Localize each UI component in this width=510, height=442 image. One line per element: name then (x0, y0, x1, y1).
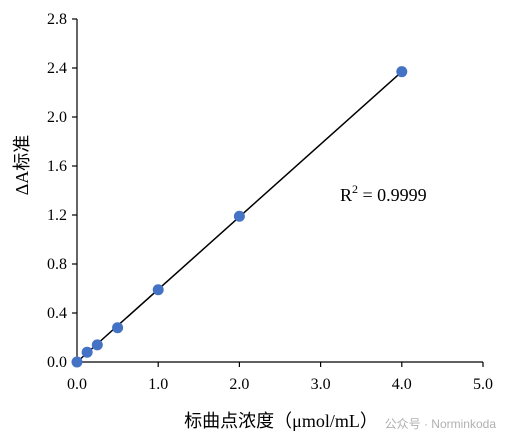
x-tick-label: 0.0 (67, 376, 87, 393)
data-point (91, 339, 103, 351)
y-tick-label: 2.0 (47, 109, 67, 126)
y-tick-label: 1.2 (47, 207, 67, 224)
y-ticks: 0.0 0.4 0.8 1.2 1.6 2.0 2.4 2.8 (47, 11, 77, 371)
data-point (152, 284, 164, 296)
r-squared-value: = 0.9999 (358, 185, 427, 205)
x-tick-label: 4.0 (392, 376, 412, 393)
y-tick-label: 2.4 (47, 60, 67, 77)
axes (76, 19, 483, 363)
r-squared-prefix: R (340, 185, 352, 205)
watermark: 公众号 · Norminkoda (385, 417, 497, 431)
data-point (71, 356, 83, 368)
r-squared-superscript: 2 (352, 182, 358, 196)
x-tick-label: 3.0 (311, 376, 331, 393)
y-tick-label: 0.4 (47, 305, 67, 322)
data-point (112, 322, 124, 334)
y-tick-label: 1.6 (47, 158, 67, 175)
y-tick-label: 0.8 (47, 256, 67, 273)
data-points (71, 66, 408, 368)
y-tick-label: 0.0 (47, 354, 67, 371)
y-tick-label: 2.8 (47, 11, 67, 28)
x-tick-label: 2.0 (229, 376, 249, 393)
data-point (396, 66, 408, 78)
x-ticks: 0.0 1.0 2.0 3.0 4.0 5.0 (67, 362, 493, 393)
x-axis-title: 标曲点浓度（μmol/mL） (184, 411, 378, 431)
y-axis-title: ΔA标准 (12, 135, 32, 196)
data-point (81, 346, 93, 358)
r-squared-annotation: R2 = 0.9999 (340, 182, 427, 205)
x-tick-label: 1.0 (148, 376, 168, 393)
x-tick-label: 5.0 (473, 376, 493, 393)
data-point (233, 210, 245, 222)
